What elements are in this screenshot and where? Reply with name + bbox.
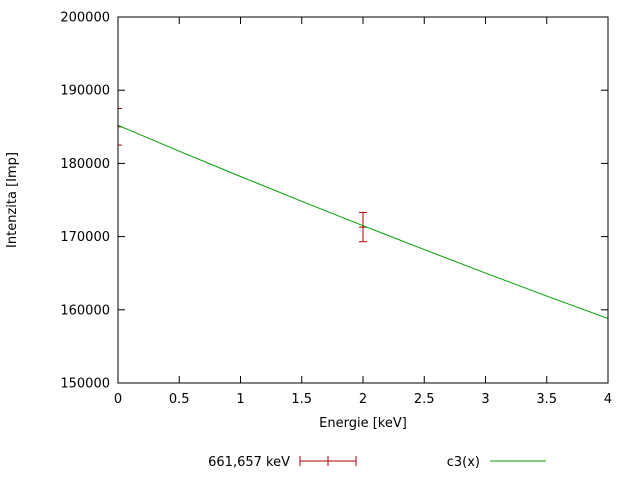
x-tick-label: 0	[114, 392, 122, 407]
y-tick-label: 190000	[60, 84, 110, 99]
legend: 661,657 keV c3(x)	[208, 455, 546, 470]
y-tick-label: 150000	[60, 377, 110, 392]
legend-entry: c3(x)	[447, 455, 546, 470]
y-tick-label: 170000	[60, 230, 110, 245]
legend-entry: 661,657 keV	[208, 455, 357, 470]
plot-border	[117, 16, 609, 384]
y-tick-label: 200000	[60, 11, 110, 26]
x-tick-label: 4	[604, 392, 612, 407]
fit-line	[118, 124, 608, 320]
x-tick-label: 1.5	[291, 392, 312, 407]
axis-ticks	[117, 16, 609, 384]
x-tick-label: 2.5	[414, 392, 435, 407]
x-tick-label: 0.5	[169, 392, 190, 407]
x-tick-label: 1	[236, 392, 244, 407]
x-tick-label: 3.5	[536, 392, 557, 407]
plot-area	[118, 108, 608, 320]
x-axis-title: Energie [keV]	[319, 416, 407, 431]
x-tick-label: 2	[359, 392, 367, 407]
y-tick-label: 180000	[60, 157, 110, 172]
y-tick-label: 160000	[60, 303, 110, 318]
y-axis-title: Intenzita [Imp]	[5, 152, 20, 248]
x-tick-label: 3	[481, 392, 489, 407]
legend-label: c3(x)	[447, 455, 480, 470]
legend-label: 661,657 keV	[208, 455, 290, 470]
plot-border-rect	[117, 16, 609, 384]
tick-labels: 0 0.5 1 1.5 2 2.5 3 3.5 4 150000 160000 170000 18000…	[60, 11, 612, 408]
